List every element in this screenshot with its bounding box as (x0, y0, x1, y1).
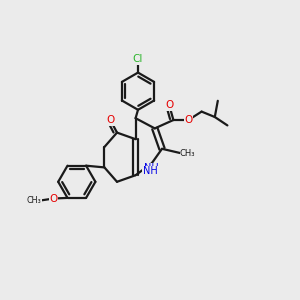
Text: O: O (165, 100, 173, 110)
Text: NH: NH (143, 166, 158, 176)
Text: O: O (184, 115, 193, 125)
Text: Cl: Cl (133, 54, 143, 64)
Text: NH: NH (144, 163, 159, 173)
Text: CH₃: CH₃ (27, 196, 42, 205)
Text: O: O (106, 115, 115, 125)
Text: CH₃: CH₃ (180, 148, 196, 158)
Text: O: O (50, 194, 58, 203)
